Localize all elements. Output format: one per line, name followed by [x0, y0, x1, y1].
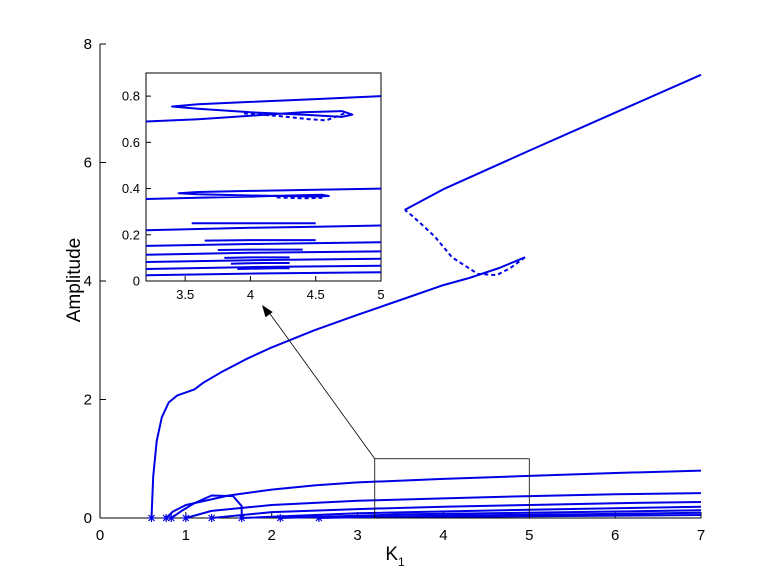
series-line	[211, 501, 702, 519]
inset-series-line	[237, 267, 290, 270]
inset-series-line	[204, 239, 316, 242]
marker-stroke	[162, 514, 170, 522]
y-tick-label: 6	[84, 155, 92, 172]
marker-stroke	[238, 514, 246, 522]
y-tick-label: 8	[84, 36, 92, 53]
inset-y-tick-label: 0.8	[122, 89, 140, 104]
series-line	[185, 492, 702, 519]
x-axis-label-main: K	[385, 544, 398, 565]
x-tick-label: 1	[182, 527, 190, 544]
marker-stroke	[315, 514, 323, 522]
y-tick-label: 2	[84, 392, 92, 409]
x-tick-label: 2	[268, 527, 276, 544]
y-axis-label: Amplitude	[64, 238, 85, 323]
series-line	[404, 73, 702, 211]
marker-point	[147, 514, 156, 522]
inset-y-tick-label: 0	[133, 274, 140, 289]
x-tick-label: 7	[697, 527, 705, 544]
marker-point	[167, 514, 176, 522]
main-plot-area	[147, 73, 702, 522]
inset-series-line	[230, 262, 290, 265]
series-line	[150, 256, 526, 519]
y-tick-label: 0	[84, 510, 92, 527]
main-axes: 0 1 2 3 4 5 6 7 0 2 4 6 8	[84, 36, 706, 544]
marker-stroke	[208, 514, 216, 522]
inset-series-line	[146, 187, 381, 200]
inset-series-line	[146, 257, 381, 263]
inset-x-tick-label: 5	[377, 287, 384, 302]
inset-y-tick-label: 0.6	[122, 135, 140, 150]
marker-stroke	[182, 514, 190, 522]
inset-x-tick-label: 4.5	[307, 287, 325, 302]
zoom-box	[374, 458, 530, 519]
x-axis-label-subscript: 1	[398, 555, 405, 569]
series-line	[241, 505, 702, 519]
inset-series-line	[146, 224, 381, 232]
inset-series-line	[146, 264, 381, 270]
marker-stroke	[167, 514, 175, 522]
inset-plot: 3.5 4 4.5 5 0 0.2 0.4 0.6 0.8	[122, 72, 385, 302]
zoom-arrow-line	[267, 310, 376, 459]
x-tick-label: 0	[96, 527, 104, 544]
y-tick-label: 4	[84, 273, 92, 290]
inset-series-line	[146, 241, 381, 247]
marker-point	[181, 514, 190, 522]
inset-series-line	[224, 256, 290, 259]
x-tick-label: 5	[525, 527, 533, 544]
inset-series-line	[146, 250, 381, 256]
marker-stroke	[148, 514, 155, 522]
x-tick-label: 4	[439, 527, 447, 544]
inset-plot-area	[146, 95, 381, 277]
inset-series-line	[146, 271, 381, 277]
marker-point	[237, 514, 246, 522]
series-line	[170, 494, 243, 519]
inset-series-line	[276, 196, 323, 200]
x-tick-label: 3	[353, 527, 361, 544]
zoom-annotation	[262, 305, 530, 519]
marker-point	[314, 514, 323, 522]
inset-x-tick-label: 3.5	[176, 287, 194, 302]
x-axis-label: K1	[385, 544, 405, 569]
x-tick-label: 6	[611, 527, 619, 544]
marker-point	[276, 514, 285, 522]
marker-stroke	[276, 514, 284, 522]
inset-x-tick-label: 4	[247, 287, 254, 302]
inset-y-tick-label: 0.4	[122, 181, 140, 196]
zoom-arrow-head	[262, 305, 273, 318]
marker-point	[207, 514, 216, 522]
inset-y-tick-label: 0.2	[122, 227, 140, 242]
series-line	[280, 509, 702, 519]
series-line	[404, 209, 526, 277]
series-line	[165, 469, 702, 519]
